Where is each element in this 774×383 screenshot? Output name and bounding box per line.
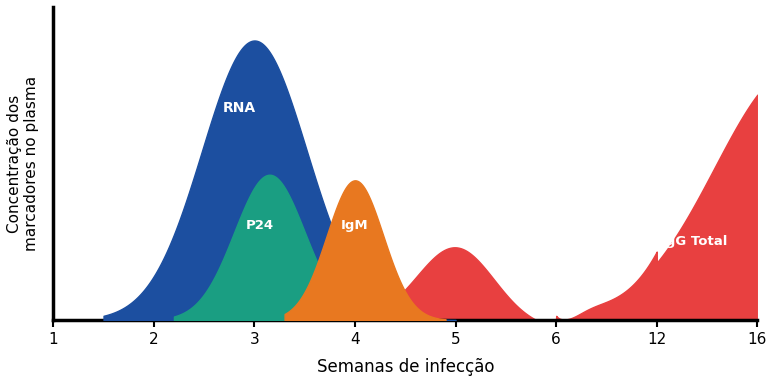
Y-axis label: Concentração dos
marcadores no plasma: Concentração dos marcadores no plasma	[7, 76, 39, 251]
X-axis label: Semanas de infecção: Semanas de infecção	[317, 358, 494, 376]
Text: IgG Total: IgG Total	[661, 235, 728, 248]
Text: IgM: IgM	[341, 219, 369, 232]
Text: P24: P24	[245, 219, 273, 232]
Text: RNA: RNA	[223, 101, 256, 115]
